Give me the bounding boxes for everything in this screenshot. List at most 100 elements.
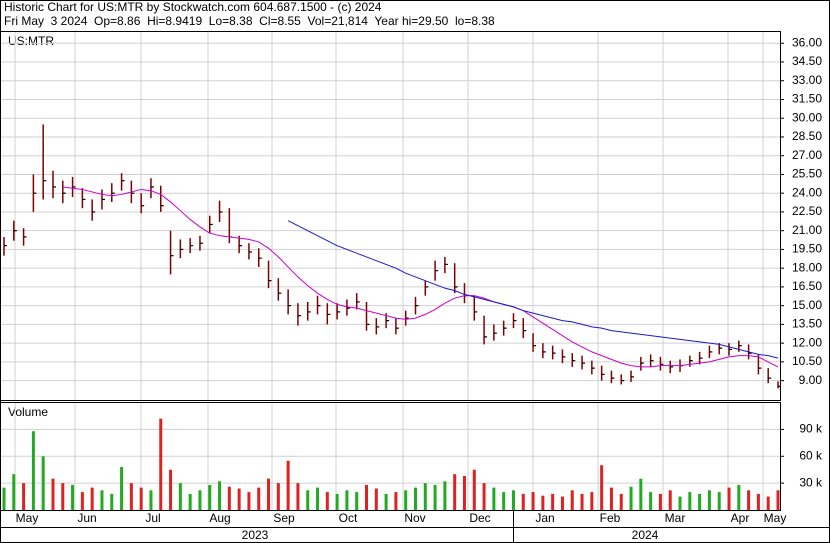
volume-bar bbox=[629, 486, 633, 510]
y-tick-label: 28.50 bbox=[792, 129, 822, 143]
volume-bar bbox=[619, 493, 623, 510]
x-tick-label: Sep bbox=[273, 511, 295, 525]
header-line: Fri May 3 2024 Op=8.86 Hi=8.9419 Lo=8.38… bbox=[4, 14, 495, 28]
year-label: 2023 bbox=[242, 528, 269, 542]
volume-bar bbox=[276, 483, 280, 510]
y-tick-label: 34.50 bbox=[792, 54, 822, 68]
y-tick-label: 33.00 bbox=[792, 73, 822, 87]
volume-bar bbox=[776, 490, 780, 510]
y-tick-label: 36.00 bbox=[792, 35, 822, 49]
volume-bar bbox=[747, 490, 751, 510]
volume-bar bbox=[247, 492, 251, 510]
volume-bar bbox=[22, 483, 26, 510]
x-tick-label: Jan bbox=[535, 511, 554, 525]
x-tick-label: Apr bbox=[731, 511, 750, 525]
volume-bar bbox=[600, 465, 604, 510]
volume-bar bbox=[453, 474, 457, 510]
y-tick-label: 12.00 bbox=[792, 335, 822, 349]
x-tick-label: Mar bbox=[665, 511, 686, 525]
volume-bar bbox=[178, 483, 182, 510]
y-tick-label: 30 k bbox=[799, 475, 823, 489]
volume-bar bbox=[433, 484, 437, 510]
header-line: Historic Chart for US:MTR by Stockwatch.… bbox=[4, 0, 382, 14]
volume-bar bbox=[658, 493, 662, 510]
y-tick-label: 21.00 bbox=[792, 223, 822, 237]
x-tick-label: Nov bbox=[404, 511, 425, 525]
panel-label: Volume bbox=[8, 405, 48, 419]
volume-bar bbox=[188, 493, 192, 510]
volume-bar bbox=[208, 484, 212, 510]
volume-bar bbox=[756, 493, 760, 510]
volume-bar bbox=[41, 456, 45, 510]
volume-bar bbox=[169, 469, 173, 510]
volume-bar bbox=[80, 492, 84, 510]
volume-bar bbox=[649, 492, 653, 510]
price-panel bbox=[0, 31, 781, 401]
volume-bar bbox=[267, 478, 271, 510]
volume-bar bbox=[609, 487, 613, 510]
y-tick-label: 10.50 bbox=[792, 354, 822, 368]
volume-bar bbox=[325, 492, 329, 510]
volume-bar bbox=[394, 492, 398, 510]
volume-bar bbox=[560, 496, 564, 510]
y-tick-label: 25.50 bbox=[792, 167, 822, 181]
volume-bar bbox=[551, 493, 555, 510]
volume-bar bbox=[766, 496, 770, 510]
x-tick-label: Oct bbox=[339, 511, 358, 525]
y-tick-label: 9.00 bbox=[799, 373, 823, 387]
volume-bar bbox=[384, 493, 388, 510]
y-tick-label: 19.50 bbox=[792, 242, 822, 256]
volume-bar bbox=[61, 483, 65, 510]
volume-bar bbox=[129, 483, 133, 510]
moving-average bbox=[62, 186, 779, 368]
volume-bar bbox=[727, 487, 731, 510]
volume-bar bbox=[374, 488, 378, 510]
volume-bar bbox=[159, 418, 163, 510]
volume-bar bbox=[257, 487, 261, 510]
volume-bar bbox=[51, 478, 55, 510]
volume-bar bbox=[472, 469, 476, 510]
volume-bar bbox=[365, 484, 369, 510]
volume-bar bbox=[316, 487, 320, 510]
volume-bar bbox=[678, 496, 682, 510]
x-tick-label: Feb bbox=[600, 511, 621, 525]
y-tick-label: 13.50 bbox=[792, 317, 822, 331]
volume-bar bbox=[698, 493, 702, 510]
y-tick-label: 16.50 bbox=[792, 279, 822, 293]
volume-bar bbox=[492, 487, 496, 510]
volume-bar bbox=[590, 492, 594, 510]
volume-bar bbox=[286, 460, 290, 510]
volume-bar bbox=[717, 492, 721, 510]
volume-bar bbox=[355, 492, 359, 510]
volume-bar bbox=[90, 487, 94, 510]
volume-bar bbox=[531, 492, 535, 510]
x-tick-label: Dec bbox=[469, 511, 490, 525]
volume-bar bbox=[71, 484, 75, 510]
volume-bar bbox=[149, 490, 153, 510]
x-tick-label: Aug bbox=[209, 511, 230, 525]
volume-bar bbox=[443, 481, 447, 510]
y-tick-label: 90 k bbox=[799, 422, 823, 436]
volume-bar bbox=[120, 467, 124, 510]
volume-bar bbox=[639, 478, 643, 510]
volume-bar bbox=[110, 493, 114, 510]
symbol-label: US:MTR bbox=[8, 34, 54, 48]
volume-bar bbox=[2, 487, 6, 510]
x-tick-label: May bbox=[16, 511, 39, 525]
volume-bar bbox=[12, 474, 16, 510]
y-tick-label: 18.00 bbox=[792, 260, 822, 274]
moving-average bbox=[287, 220, 779, 359]
volume-bar bbox=[198, 490, 202, 510]
x-tick-label: Jul bbox=[145, 511, 160, 525]
year-label: 2024 bbox=[632, 528, 659, 542]
volume-bar bbox=[521, 493, 525, 510]
y-tick-label: 60 k bbox=[799, 448, 823, 462]
volume-bar bbox=[218, 481, 222, 510]
volume-bar bbox=[511, 490, 515, 510]
y-tick-label: 22.50 bbox=[792, 204, 822, 218]
volume-bar bbox=[237, 488, 241, 510]
volume-bar bbox=[668, 490, 672, 510]
volume-bar bbox=[423, 483, 427, 510]
volume-bar bbox=[688, 492, 692, 510]
